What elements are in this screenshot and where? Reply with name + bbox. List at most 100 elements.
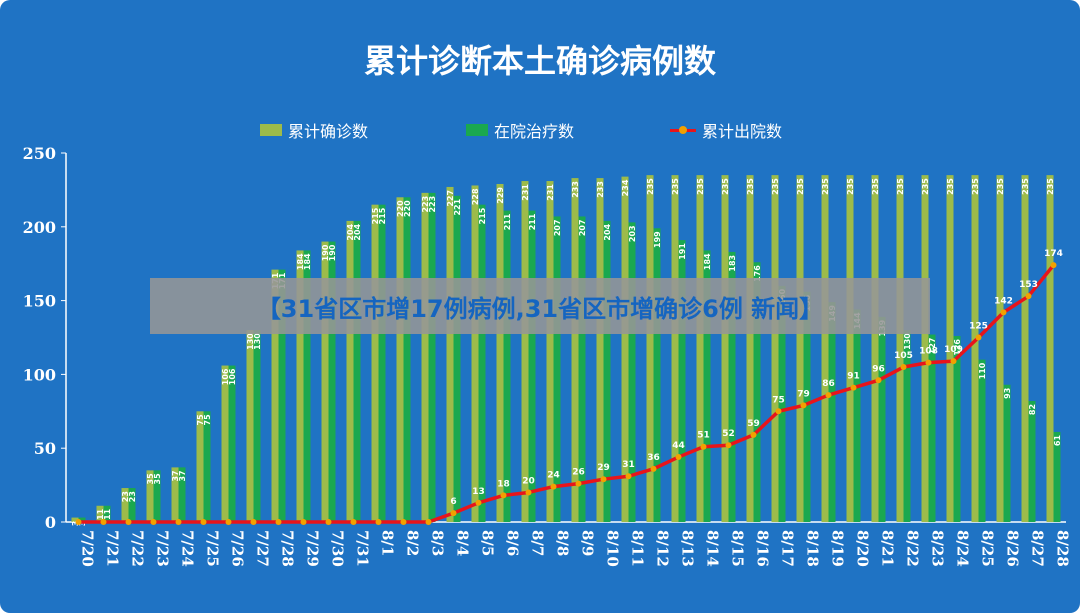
data-label-cumulative: 228 <box>471 188 480 205</box>
point-discharged <box>125 519 132 525</box>
bar-cumulative <box>596 178 604 523</box>
bar-hospital <box>853 309 861 522</box>
data-label-discharged: 52 <box>722 429 735 439</box>
data-label-discharged: 153 <box>1019 280 1038 290</box>
bar-cumulative <box>96 505 104 522</box>
bar-hospital <box>528 210 536 522</box>
bar-cumulative <box>1046 175 1054 522</box>
legend-label-discharged: 累计出院数 <box>702 122 783 141</box>
x-tick-label: 7/20 <box>79 530 97 567</box>
data-label-hospital: 184 <box>703 253 712 270</box>
point-discharged <box>525 489 532 496</box>
data-label-discharged: 91 <box>847 372 860 382</box>
data-label-cumulative: 235 <box>771 178 780 195</box>
data-label-cumulative: 3 <box>71 521 80 527</box>
data-label-cumulative: 233 <box>571 181 580 198</box>
data-label-cumulative: 184 <box>296 253 305 270</box>
bar-hospital <box>778 285 786 522</box>
bar-cumulative <box>221 365 229 522</box>
data-label-hospital: 215 <box>378 207 387 224</box>
point-discharged <box>500 492 507 499</box>
data-label-discharged: 86 <box>822 379 835 389</box>
bar-hospital <box>428 192 436 523</box>
bar-hospital <box>728 251 736 522</box>
line-discharged <box>78 264 1055 524</box>
x-tick-label: 7/28 <box>279 530 297 567</box>
bar-hospital <box>303 250 311 522</box>
data-label-cumulative: 220 <box>396 200 405 217</box>
bar-hospital <box>678 240 686 523</box>
data-label-cumulative: 235 <box>721 178 730 195</box>
legend-swatch-discharged <box>670 124 696 136</box>
bar-cumulative <box>296 250 304 522</box>
data-label-discharged: 125 <box>969 322 988 332</box>
point-discharged <box>650 465 657 472</box>
bar-cumulative <box>821 175 829 522</box>
data-label-hospital: 199 <box>653 231 662 248</box>
bar-cumulative <box>371 204 379 522</box>
data-label-cumulative: 235 <box>996 178 1005 195</box>
bar-hospital <box>978 359 986 522</box>
bar-cumulative <box>646 175 654 522</box>
data-label-discharged: 109 <box>944 345 963 355</box>
data-label-discharged: 96 <box>872 364 885 374</box>
bar-hospital <box>1053 431 1061 522</box>
data-label-cumulative: 223 <box>421 196 430 213</box>
bar-cumulative <box>171 467 179 522</box>
data-label-hospital: 126 <box>953 339 962 356</box>
data-label-hospital: 93 <box>1003 388 1012 399</box>
point-discharged <box>1050 262 1057 269</box>
bar-hospital <box>128 488 136 522</box>
x-tick-label: 7/23 <box>154 530 172 567</box>
data-label-cumulative: 235 <box>946 178 955 195</box>
bar-cumulative <box>571 178 579 523</box>
bar-hospital <box>828 302 836 522</box>
data-label-cumulative: 235 <box>821 178 830 195</box>
data-label-discharged: 24 <box>547 471 560 481</box>
point-discharged <box>700 443 707 450</box>
point-discharged <box>175 519 182 525</box>
point-discharged <box>850 384 857 391</box>
legend-label-hospital: 在院治疗数 <box>494 122 575 141</box>
data-label-hospital: 190 <box>328 244 337 261</box>
data-label-hospital: 110 <box>978 362 987 379</box>
data-label-cumulative: 235 <box>746 178 755 195</box>
bar-cumulative <box>521 181 529 522</box>
data-label-hospital: 211 <box>503 213 512 230</box>
bar-hospital <box>153 470 161 522</box>
bar-cumulative <box>396 197 404 522</box>
data-label-discharged: 31 <box>622 460 635 470</box>
y-tick-label: 200 <box>23 218 56 237</box>
point-discharged <box>825 392 832 399</box>
x-tick-label: 8/25 <box>979 530 997 567</box>
data-label-hospital: 61 <box>1053 435 1062 447</box>
x-tick-label: 7/31 <box>354 530 372 567</box>
data-label-cumulative: 37 <box>171 470 180 481</box>
x-tick-label: 8/28 <box>1054 530 1072 567</box>
data-label-hospital: 82 <box>1028 404 1037 415</box>
data-label-cumulative: 235 <box>1021 178 1030 195</box>
bar-hospital <box>703 250 711 522</box>
point-discharged <box>475 499 482 506</box>
point-discharged <box>400 519 407 525</box>
data-label-hospital: 204 <box>603 223 612 240</box>
point-discharged <box>375 519 382 525</box>
bar-cumulative <box>746 175 754 522</box>
point-discharged <box>750 431 757 438</box>
data-label-cumulative: 235 <box>696 178 705 195</box>
data-label-hospital: 23 <box>128 491 137 502</box>
data-label-cumulative: 235 <box>796 178 805 195</box>
data-label-hospital: 211 <box>528 213 537 230</box>
bar-hospital <box>578 216 586 522</box>
bar-cumulative <box>496 183 504 522</box>
x-tick-label: 8/16 <box>754 530 772 567</box>
bar-cumulative <box>721 175 729 522</box>
data-label-cumulative: 234 <box>621 179 630 196</box>
bar-hospital <box>203 411 211 522</box>
point-discharged <box>775 408 782 415</box>
bar-hospital <box>878 316 886 522</box>
data-label-cumulative: 130 <box>246 333 255 350</box>
bar-cumulative <box>196 411 204 522</box>
data-label-cumulative: 235 <box>871 178 880 195</box>
point-discharged <box>150 519 157 525</box>
